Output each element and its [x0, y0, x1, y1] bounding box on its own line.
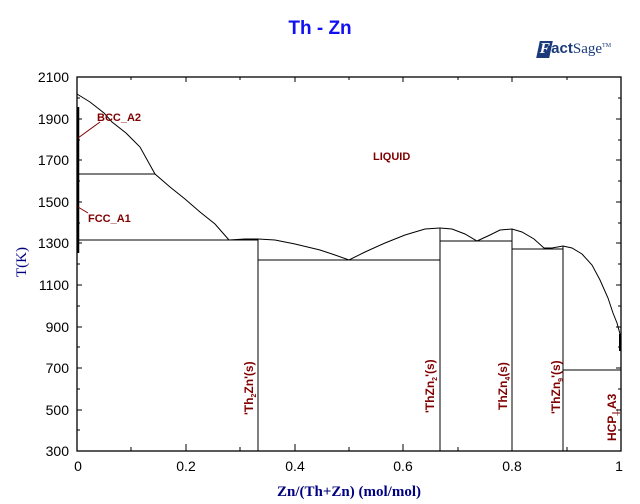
x-axis-label: Zn/(Th+Zn) (mol/mol): [277, 484, 421, 500]
x-tick-0.8: 0.8: [502, 458, 522, 474]
y-tick-700: 700: [46, 360, 70, 376]
x-tick-labels: 0 0.2 0.4 0.6 0.8 1: [74, 458, 623, 474]
y-tick-900: 900: [46, 319, 70, 335]
y-tick-1300: 1300: [38, 235, 69, 251]
logo-sage: Sage: [572, 41, 603, 57]
y-tick-1500: 1500: [38, 194, 69, 210]
x-tick-0.6: 0.6: [393, 458, 413, 474]
logo-act: act: [551, 40, 573, 57]
x-tick-1: 1: [615, 458, 623, 474]
label-hcp-a3: HCP_A3: [605, 393, 619, 441]
logo-tm: TM: [602, 43, 612, 49]
label-bcc-a2: BCC_A2: [97, 112, 141, 124]
y-tick-500: 500: [46, 402, 70, 418]
phase-boundaries: [76, 93, 622, 451]
label-thzn2: 'ThZn2'(s): [423, 359, 439, 413]
x-tick-0.4: 0.4: [285, 458, 305, 474]
label-thzn4: ThZn4(s): [496, 362, 512, 410]
label-leaders: [77, 121, 620, 414]
label-fcc-a1: FCC_A1: [88, 213, 131, 225]
label-thzn9: 'ThZn9'(s): [549, 360, 565, 414]
y-tick-1900: 1900: [38, 111, 69, 127]
y-tick-2100: 2100: [38, 69, 69, 85]
label-liquid: LIQUID: [373, 151, 410, 163]
y-ticks: [77, 97, 621, 431]
x-tick-0: 0: [74, 458, 82, 474]
label-th2zn: 'Th2Zn'(s): [242, 361, 258, 415]
x-tick-0.2: 0.2: [176, 458, 196, 474]
y-tick-1100: 1100: [39, 277, 69, 293]
plot-frame: [76, 76, 622, 452]
factsage-logo: FactSageTM: [536, 40, 612, 58]
y-tick-300: 300: [46, 443, 70, 459]
y-tick-1700: 1700: [38, 152, 69, 168]
chart-title: Th - Zn: [288, 18, 352, 39]
y-tick-labels: 2100 1900 1700 1500 1300 1100 900 700 50…: [38, 69, 69, 459]
y-axis-label: T(K): [14, 247, 30, 277]
